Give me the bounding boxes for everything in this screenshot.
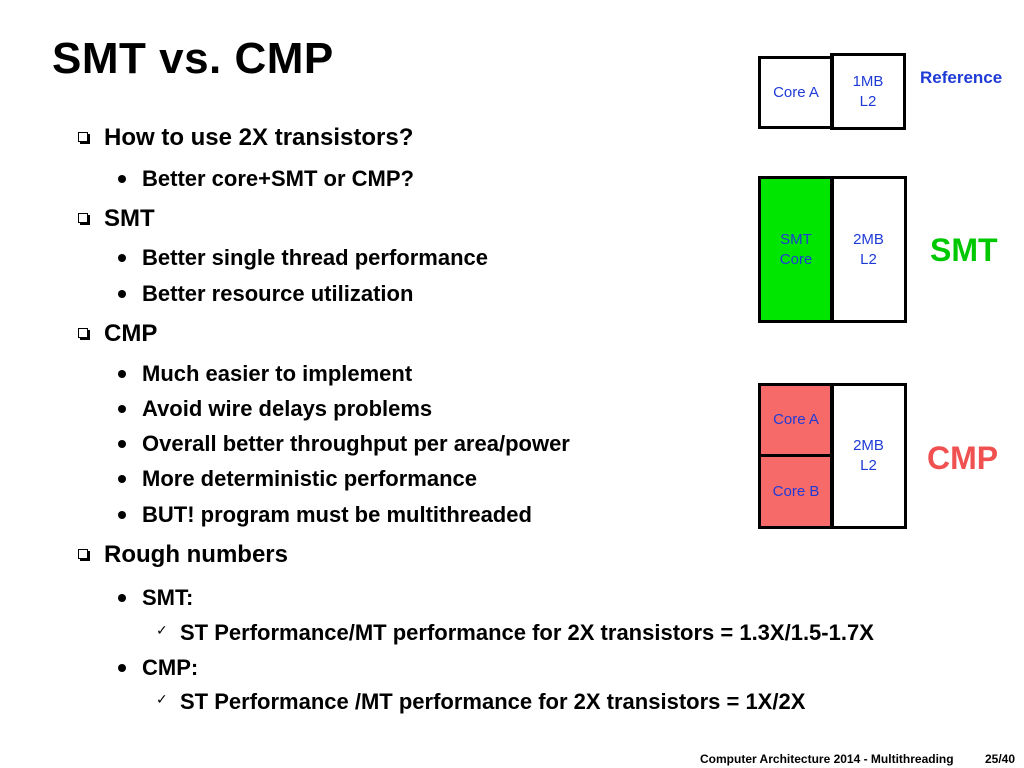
bullet-text: Overall better throughput per area/power [142,431,570,456]
smt-core-box: SMT Core [758,176,834,323]
smt-l2-size: 2MB [853,230,884,248]
bullet-text: Better resource utilization [142,281,414,306]
reference-core-a-box: Core A [758,56,834,129]
bullet-text: Better single thread performance [142,245,488,270]
bullet-level3: ✓ ST Performance /MT performance for 2X t… [156,689,806,715]
footer-page-number: 25/40 [985,752,1016,766]
bullet-level2: Better resource utilization [118,281,414,307]
bullet-text: ST Performance /MT performance for 2X tr… [180,689,806,714]
square-bullet-icon [78,132,88,142]
bullet-level2: Avoid wire delays problems [118,396,433,422]
bullet-level1: Rough numbers [78,541,288,569]
bullet-text: Rough numbers [104,541,288,568]
dot-bullet-icon [118,290,126,298]
bullet-level2: CMP: [118,655,199,681]
bullet-level2: Overall better throughput per area/power [118,431,570,457]
reference-l2-size: 1MB [852,72,884,90]
smt-core-line1: SMT [780,230,812,248]
dot-bullet-icon [118,254,126,262]
dot-bullet-icon [118,475,126,483]
cmp-l2-label: L2 [860,457,877,474]
cmp-l2-size: 2MB [853,437,884,454]
page-title: SMT vs. CMP [52,34,334,83]
bullet-text: ST Performance/MT performance for 2X tra… [180,620,874,645]
checkmark-bullet-icon: ✓ [156,622,168,638]
bullet-level2: Much easier to implement [118,361,413,387]
smt-label: SMT [930,232,998,268]
square-bullet-icon [78,328,88,338]
bullet-text: More deterministic performance [142,466,477,491]
bullet-level2: Better core+SMT or CMP? [118,166,414,192]
cmp-core-b-box: Core B [758,454,834,529]
bullet-text: SMT: [142,585,194,610]
dot-bullet-icon [118,370,126,378]
reference-label: Reference [920,68,1003,87]
dot-bullet-icon [118,440,126,448]
bullet-text: Avoid wire delays problems [142,396,433,421]
bullet-text: SMT [104,205,155,232]
footer-course: Computer Architecture 2014 - Multithread… [700,752,954,766]
bullet-level3: ✓ ST Performance/MT performance for 2X tr… [156,620,874,646]
square-bullet-icon [78,213,88,223]
bullet-text: Better core+SMT or CMP? [142,166,414,191]
bullet-text: BUT! program must be multithreaded [142,502,532,527]
bullet-level1: How to use 2X transistors? [78,124,414,152]
cmp-core-b-label: Core B [772,482,820,500]
dot-bullet-icon [118,664,126,672]
dot-bullet-icon [118,405,126,413]
reference-l2-box: 1MB L2 [830,53,906,130]
smt-l2-box: 2MB L2 [830,176,907,323]
bullet-level2: BUT! program must be multithreaded [118,502,532,528]
dot-bullet-icon [118,511,126,519]
bullet-text: CMP [104,320,158,347]
bullet-list: How to use 2X transistors? Better core+SM… [78,124,874,714]
dot-bullet-icon [118,175,126,183]
square-bullet-icon [78,549,88,559]
reference-l2-label: L2 [859,92,877,110]
cmp-core-a-label: Core A [773,411,819,428]
bullet-level1: SMT [78,205,155,233]
cmp-l2-box: 2MB L2 [830,383,907,529]
bullet-level2: More deterministic performance [118,466,477,492]
cmp-label: CMP [927,440,999,476]
bullet-level2: Better single thread performance [118,245,488,271]
checkmark-bullet-icon: ✓ [156,691,168,707]
smt-core-line2: Core [779,250,813,268]
bullet-level2: SMT: [118,585,194,611]
reference-core-a-label: Core A [773,83,819,101]
bullet-text: Much easier to implement [142,361,413,386]
smt-l2-label: L2 [860,250,877,268]
cmp-core-a-box: Core A [758,383,834,457]
dot-bullet-icon [118,594,126,602]
bullet-text: CMP: [142,655,199,680]
bullet-text: How to use 2X transistors? [104,124,414,151]
bullet-level1: CMP [78,320,158,348]
